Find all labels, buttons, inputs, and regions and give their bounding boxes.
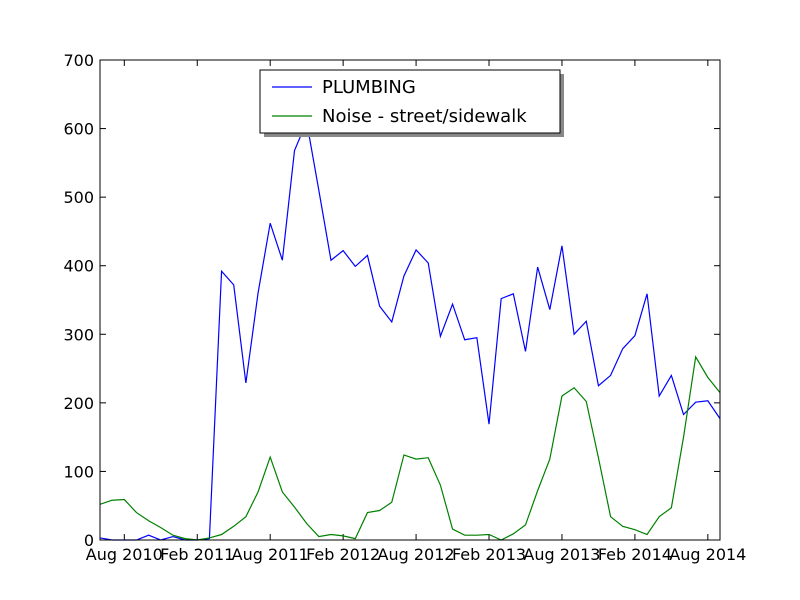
- legend-box: [259, 69, 561, 134]
- x-tick-label: Feb 2013: [452, 545, 526, 564]
- x-tick-label: Feb 2012: [306, 545, 380, 564]
- x-tick-label: Aug 2013: [523, 545, 600, 564]
- plot-frame: [99, 59, 721, 541]
- y-tick-label: 300: [63, 325, 94, 344]
- line-series: [99, 355, 721, 541]
- x-tick-label: Feb 2014: [598, 545, 672, 564]
- legend-label: Noise - street/sidewalk: [322, 106, 527, 127]
- y-tick-label: 100: [63, 462, 94, 481]
- x-tick-label: Aug 2012: [378, 545, 455, 564]
- y-tick-label: 700: [63, 51, 94, 70]
- legend-label: PLUMBING: [322, 77, 416, 98]
- y-tick-label: 500: [63, 188, 94, 207]
- x-tick-label: Feb 2011: [160, 545, 234, 564]
- y-tick-label: 200: [63, 394, 94, 413]
- x-tick-label: Aug 2010: [86, 545, 163, 564]
- x-tick-label: Aug 2014: [669, 545, 746, 564]
- legend: PLUMBING Noise - street/sidewalk: [259, 69, 564, 137]
- y-tick-label: 600: [63, 120, 94, 139]
- y-tick-label: 400: [63, 257, 94, 276]
- x-tick-label: Aug 2011: [232, 545, 309, 564]
- line-series: [99, 119, 721, 541]
- y-tick-label: 0: [84, 531, 94, 550]
